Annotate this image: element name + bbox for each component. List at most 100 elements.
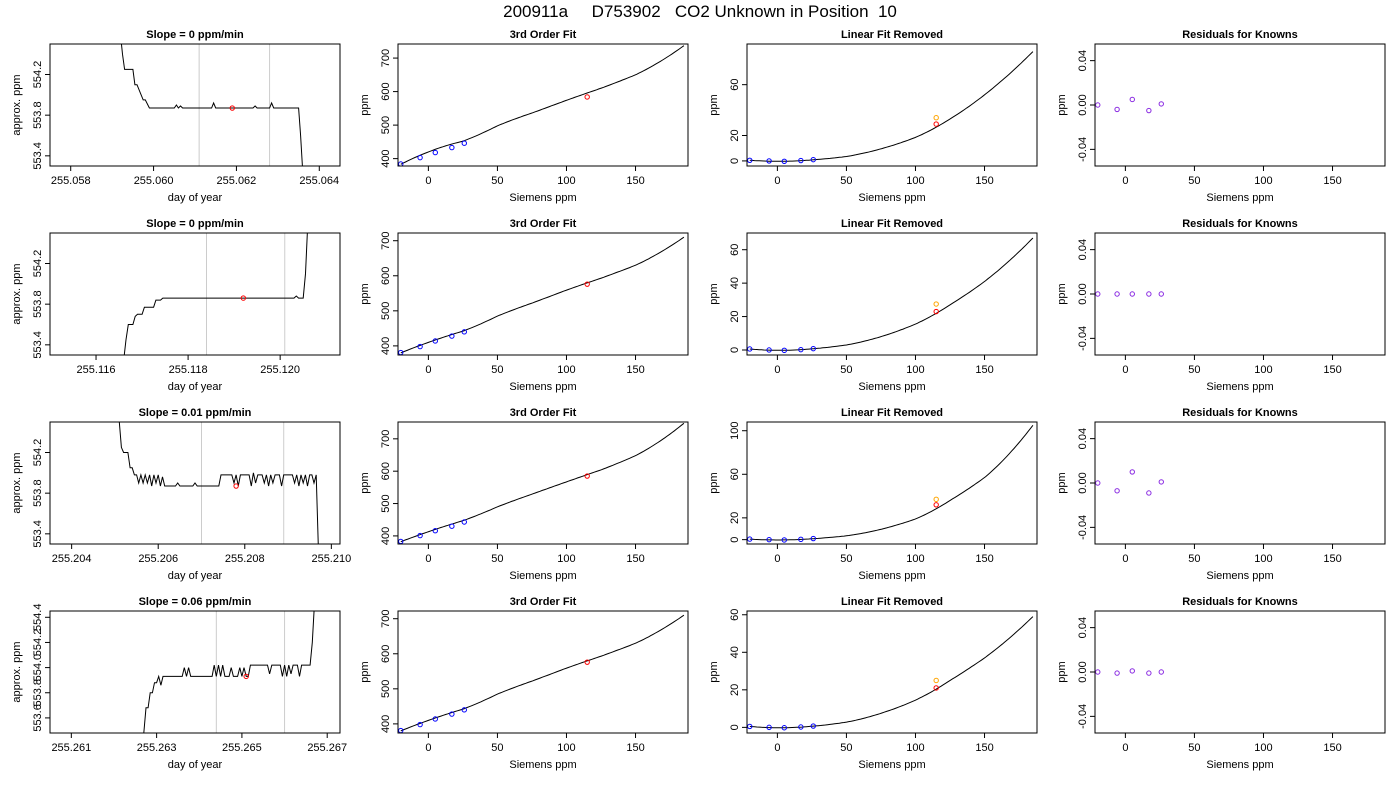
plot-frame <box>49 232 341 356</box>
unknown-point <box>584 281 590 287</box>
y-tick-label: 400 <box>380 715 392 733</box>
y-tick-label: 400 <box>380 149 392 167</box>
y-tick-label: 500 <box>380 302 392 320</box>
residual-point <box>1158 669 1164 675</box>
x-axis-label: Siemens ppm <box>858 192 925 204</box>
panel-r3c3: Linear Fit Removed Siemens ppm ppm 0 50 100 15… <box>708 407 1038 582</box>
plot-area <box>1095 668 1164 676</box>
residual-point <box>1158 101 1164 107</box>
y-axis-label: approx. ppm <box>11 452 23 513</box>
y-axis-label: ppm <box>708 94 720 115</box>
y-tick-label: 553.4 <box>32 331 44 359</box>
x-axis-label: Siemens ppm <box>858 759 925 771</box>
y-axis-label: ppm <box>359 661 371 682</box>
x-axis-label: Siemens ppm <box>1206 381 1273 393</box>
plot-area <box>1095 469 1164 496</box>
plot-area <box>143 611 315 733</box>
raw-point <box>933 301 939 307</box>
x-tick-label: 100 <box>557 175 575 187</box>
panel-title: Residuals for Knowns <box>1182 218 1298 230</box>
y-tick-label: 0 <box>729 158 741 164</box>
y-tick-label: 0.04 <box>1077 239 1089 260</box>
x-tick-label: 255.062 <box>217 175 257 187</box>
y-tick-label: 0.00 <box>1077 472 1089 493</box>
plot-area <box>398 614 685 733</box>
x-tick-label: 100 <box>557 553 575 565</box>
residual-point <box>1095 669 1101 675</box>
x-tick-label: 50 <box>840 175 852 187</box>
standard-point <box>417 721 423 728</box>
y-tick-label: 553.8 <box>32 290 44 318</box>
x-tick-label: 255.265 <box>222 742 262 754</box>
standard-point <box>461 707 467 713</box>
y-tick-label: -0.04 <box>1077 137 1089 162</box>
x-tick-label: 255.118 <box>169 364 208 376</box>
y-tick-label: 554.2 <box>32 439 44 467</box>
panel-title: Slope = 0 ppm/min <box>146 218 244 230</box>
standard-point <box>781 537 787 543</box>
fit-curve <box>749 616 1034 729</box>
x-axis-label: Siemens ppm <box>1206 570 1273 582</box>
x-axis-label: Siemens ppm <box>509 570 576 582</box>
y-axis-label: ppm <box>708 472 720 493</box>
plot-area <box>398 45 685 166</box>
x-tick-label: 150 <box>975 742 993 754</box>
panel-title: Linear Fit Removed <box>841 596 943 608</box>
y-tick-label: 0 <box>729 724 741 730</box>
fit-curve <box>400 45 685 165</box>
plot-area <box>747 237 1034 354</box>
x-tick-label: 150 <box>626 742 644 754</box>
standard-point <box>461 519 467 525</box>
y-tick-label: 553.8 <box>32 479 44 507</box>
x-tick-label: 255.060 <box>134 175 174 187</box>
x-tick-label: 100 <box>1254 742 1272 754</box>
y-axis-label: ppm <box>1056 94 1068 115</box>
x-tick-label: 100 <box>557 364 575 376</box>
standard-point <box>449 144 455 151</box>
unknown-point <box>933 121 939 127</box>
panel-title: Linear Fit Removed <box>841 29 943 41</box>
standard-point <box>417 343 423 350</box>
raw-point <box>933 496 939 503</box>
residual-point <box>1129 668 1135 674</box>
standard-point <box>766 158 772 164</box>
y-tick-label: 554.0 <box>32 654 44 682</box>
standard-point <box>810 345 816 352</box>
x-tick-label: 50 <box>491 742 503 754</box>
x-axis-label: Siemens ppm <box>509 759 576 771</box>
plot-frame <box>1094 43 1386 167</box>
x-tick-label: 255.267 <box>307 742 347 754</box>
x-tick-label: 100 <box>906 364 924 376</box>
y-tick-label: 0.00 <box>1077 661 1089 682</box>
standard-point <box>417 532 423 539</box>
y-tick-label: 0.00 <box>1077 283 1089 304</box>
standard-point <box>461 329 467 335</box>
x-axis-label: day of year <box>168 759 223 771</box>
x-axis-label: Siemens ppm <box>509 381 576 393</box>
panel-r3c2: 3rd Order Fit Siemens ppm ppm 0 50 100 150 400 5… <box>359 407 689 582</box>
x-tick-label: 0 <box>1122 175 1128 187</box>
fit-curve <box>749 237 1034 351</box>
panel-r3c4: Residuals for Knowns Siemens ppm ppm 0 50 100… <box>1056 407 1386 582</box>
x-tick-label: 255.204 <box>52 553 92 565</box>
standard-point <box>781 158 787 164</box>
residual-point <box>1114 106 1120 113</box>
x-tick-label: 255.263 <box>137 742 177 754</box>
x-tick-label: 150 <box>975 553 993 565</box>
standard-point <box>432 528 438 534</box>
residual-point <box>1158 291 1164 297</box>
standard-point <box>798 346 804 353</box>
panel-r4c2: 3rd Order Fit Siemens ppm ppm 0 50 100 150 400 5… <box>359 596 689 771</box>
y-tick-label: 60 <box>729 468 741 480</box>
x-tick-label: 50 <box>1188 553 1200 565</box>
x-axis-label: Siemens ppm <box>1206 192 1273 204</box>
standard-point <box>798 157 804 164</box>
plot-frame <box>397 43 689 167</box>
y-tick-label: 700 <box>380 49 392 67</box>
plot-area <box>747 616 1034 731</box>
residual-point <box>1129 469 1135 475</box>
standard-point <box>398 161 404 166</box>
x-tick-label: 255.206 <box>138 553 178 565</box>
y-tick-label: 554.2 <box>32 250 44 278</box>
x-tick-label: 150 <box>626 364 644 376</box>
